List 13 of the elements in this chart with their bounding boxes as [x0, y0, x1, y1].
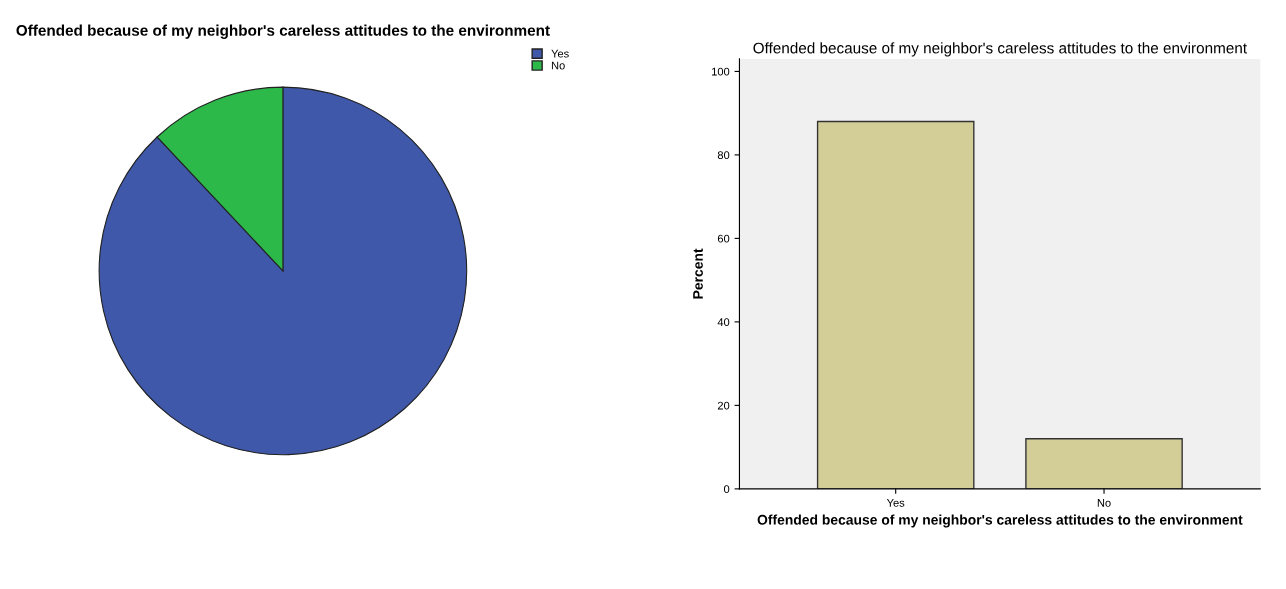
y-tick-label: 0 — [723, 485, 730, 494]
legend-label: No — [551, 61, 565, 70]
y-tick-label: 100 — [712, 67, 730, 76]
chart-title: Offended because of my neighbor's careless attitudes to the environment — [753, 42, 1247, 57]
y-tick-label: 40 — [717, 318, 730, 327]
y-tick-label: 60 — [717, 234, 730, 243]
x-axis-title: Offended because of my neighbor's careless attitudes to the environment — [757, 514, 1243, 528]
y-axis-title: Percent — [693, 248, 703, 299]
legend-label: Yes — [551, 49, 569, 58]
chart-title: Offended because of my neighbor's careless attitudes to the environment — [16, 24, 550, 39]
y-tick-label: 80 — [717, 151, 730, 160]
y-tick-label: 20 — [717, 401, 730, 410]
pie-slice — [98, 86, 468, 456]
